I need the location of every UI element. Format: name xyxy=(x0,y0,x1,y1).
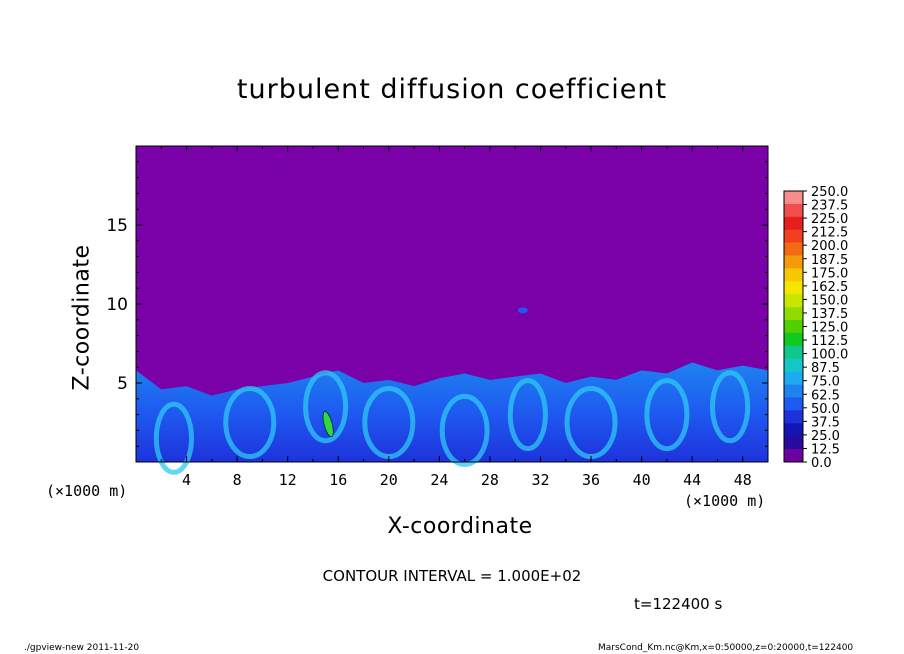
heatmap-field xyxy=(136,146,768,475)
colorbar-swatch xyxy=(784,436,803,450)
x-tick-label: 20 xyxy=(380,471,398,489)
x-tick-label: 16 xyxy=(329,471,347,489)
eddy-5 xyxy=(439,393,490,467)
colorbar-swatch xyxy=(784,332,803,347)
colorbar-label: 250.0 xyxy=(811,185,848,200)
colorbar-swatch xyxy=(784,423,803,437)
x-tick-label: 48 xyxy=(734,471,752,489)
colorbar-swatch xyxy=(784,216,803,231)
x-unit-left: (×1000 m) xyxy=(46,482,128,500)
colorbar: 250.0237.5225.0212.5200.0187.5175.0162.5… xyxy=(783,185,848,471)
colorbar-label: 212.5 xyxy=(811,226,848,241)
eddy-1 xyxy=(153,401,195,475)
colorbar-label: 37.5 xyxy=(811,415,840,430)
colorbar-label: 87.5 xyxy=(811,361,840,376)
colorbar-label: 62.5 xyxy=(811,388,840,403)
colorbar-label: 137.5 xyxy=(811,307,848,322)
colorbar-swatch xyxy=(784,229,803,243)
colorbar-swatch xyxy=(784,268,803,282)
colorbar-swatch xyxy=(784,397,803,411)
eddy-2 xyxy=(223,386,277,459)
high-value-patch xyxy=(322,411,334,437)
colorbar-swatch xyxy=(784,255,803,269)
footer-left: ./gpview-new 2011-11-20 xyxy=(24,643,140,653)
colorbar-swatch xyxy=(784,294,803,308)
x-tick-label: 24 xyxy=(430,471,448,489)
x-tick-label: 36 xyxy=(582,471,600,489)
x-tick-label: 12 xyxy=(279,471,297,489)
colorbar-label: 125.0 xyxy=(811,321,848,336)
colorbar-swatch xyxy=(784,371,803,385)
colorbar-swatch xyxy=(784,358,803,372)
colorbar-label: 187.5 xyxy=(811,253,848,268)
colorbar-swatch xyxy=(784,191,803,205)
colorbar-label: 75.0 xyxy=(811,375,840,390)
chart-title: turbulent diffusion coefficient xyxy=(236,74,668,105)
x-tick-label: 44 xyxy=(683,471,701,489)
colorbar-label: 175.0 xyxy=(811,266,848,281)
eddy-9 xyxy=(709,370,751,444)
y-axis-label: Z-coordinate xyxy=(69,244,95,391)
x-tick-label: 28 xyxy=(481,471,499,489)
y-tick-label: 15 xyxy=(106,216,128,236)
colorbar-label: 237.5 xyxy=(811,199,848,214)
colorbar-label: 0.0 xyxy=(811,456,832,471)
colorbar-swatch xyxy=(784,384,803,398)
x-tick-label: 32 xyxy=(531,471,549,489)
x-tick-label: 8 xyxy=(233,471,242,489)
colorbar-label: 162.5 xyxy=(811,280,848,295)
colorbar-label: 150.0 xyxy=(811,293,848,308)
x-unit-right: (×1000 m) xyxy=(684,492,766,510)
colorbar-label: 50.0 xyxy=(811,402,840,417)
colorbar-label: 225.0 xyxy=(811,212,848,227)
contour-interval: CONTOUR INTERVAL = 1.000E+02 xyxy=(322,567,582,585)
colorbar-swatch xyxy=(784,449,803,463)
x-axis-label: X-coordinate xyxy=(387,514,533,539)
footer-right: MarsCond_Km.nc@Km,x=0:50000,z=0:20000,t=… xyxy=(598,643,854,653)
colorbar-label: 100.0 xyxy=(811,348,848,363)
x-tick-label: 4 xyxy=(182,471,191,489)
colorbar-swatch xyxy=(784,410,803,424)
time-label: t=122400 s xyxy=(634,595,723,613)
colorbar-label: 12.5 xyxy=(811,442,840,457)
colorbar-swatch xyxy=(784,242,803,256)
colorbar-label: 200.0 xyxy=(811,239,848,254)
colorbar-swatch xyxy=(784,320,803,334)
eddy-3 xyxy=(303,370,349,444)
colorbar-swatch xyxy=(784,307,803,321)
mixed-layer xyxy=(136,362,768,462)
colorbar-label: 112.5 xyxy=(811,334,848,349)
x-tick-label: 40 xyxy=(633,471,651,489)
colorbar-swatch xyxy=(784,345,803,360)
y-tick-label: 5 xyxy=(117,374,128,394)
colorbar-swatch xyxy=(784,203,803,218)
isolated-blob xyxy=(517,307,528,314)
colorbar-label: 25.0 xyxy=(811,429,840,444)
y-tick-label: 10 xyxy=(106,295,128,315)
eddy-6 xyxy=(507,378,548,452)
colorbar-swatch xyxy=(784,281,803,295)
eddy-8 xyxy=(644,378,690,452)
